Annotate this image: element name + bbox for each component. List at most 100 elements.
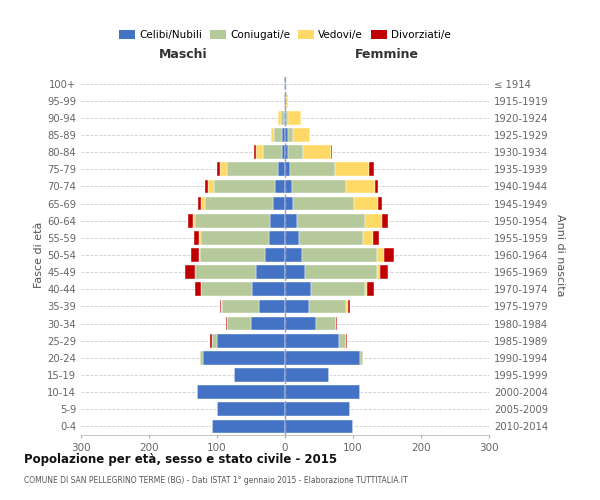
Bar [367, 282, 374, 296]
Bar [285, 231, 299, 244]
Bar [316, 316, 336, 330]
Bar [202, 196, 205, 210]
Bar [194, 282, 202, 296]
Bar [185, 266, 194, 279]
Bar [365, 282, 367, 296]
Bar [285, 146, 289, 159]
Bar [217, 334, 285, 347]
Bar [377, 266, 380, 279]
Bar [346, 180, 375, 194]
Bar [285, 334, 340, 347]
Bar [284, 111, 285, 124]
Bar [365, 214, 382, 228]
Bar [285, 180, 292, 194]
Bar [285, 316, 316, 330]
Bar [256, 146, 263, 159]
Bar [285, 162, 290, 176]
Bar [251, 316, 285, 330]
Legend: Celibi/Nubili, Coniugati/e, Vedovi/e, Divorziati/e: Celibi/Nubili, Coniugati/e, Vedovi/e, Di… [115, 26, 455, 44]
Bar [282, 128, 285, 142]
Bar [191, 248, 199, 262]
Bar [275, 180, 285, 194]
Bar [254, 146, 256, 159]
Bar [195, 266, 256, 279]
Bar [285, 386, 360, 399]
Bar [292, 180, 346, 194]
Bar [265, 248, 285, 262]
Bar [194, 231, 199, 244]
Bar [293, 128, 310, 142]
Bar [269, 231, 285, 244]
Bar [263, 146, 281, 159]
Bar [271, 128, 274, 142]
Y-axis label: Fasce di età: Fasce di età [34, 222, 44, 288]
Bar [212, 420, 285, 434]
Bar [289, 146, 304, 159]
Bar [293, 196, 355, 210]
Bar [305, 266, 377, 279]
Bar [285, 368, 329, 382]
Bar [285, 266, 305, 279]
Bar [234, 368, 285, 382]
Bar [197, 386, 285, 399]
Bar [285, 402, 350, 416]
Bar [290, 162, 335, 176]
Bar [285, 94, 286, 108]
Bar [217, 162, 220, 176]
Bar [281, 111, 284, 124]
Bar [209, 334, 212, 347]
Text: Maschi: Maschi [158, 48, 208, 62]
Bar [205, 180, 208, 194]
Bar [199, 248, 200, 262]
Bar [285, 214, 297, 228]
Bar [284, 94, 285, 108]
Bar [311, 282, 365, 296]
Bar [285, 248, 302, 262]
Bar [285, 128, 288, 142]
Bar [259, 300, 285, 314]
Bar [195, 214, 270, 228]
Bar [340, 334, 346, 347]
Bar [194, 266, 195, 279]
Bar [278, 111, 281, 124]
Bar [377, 248, 383, 262]
Bar [299, 231, 363, 244]
Bar [285, 76, 286, 90]
Bar [373, 231, 379, 244]
Bar [368, 162, 374, 176]
Bar [285, 196, 293, 210]
Bar [335, 162, 368, 176]
Bar [221, 300, 222, 314]
Bar [227, 162, 278, 176]
Bar [297, 214, 365, 228]
Text: Femmine: Femmine [355, 48, 419, 62]
Bar [285, 351, 360, 364]
Bar [288, 128, 293, 142]
Bar [208, 180, 214, 194]
Bar [382, 214, 388, 228]
Bar [205, 196, 273, 210]
Bar [253, 282, 285, 296]
Bar [286, 111, 288, 124]
Bar [288, 111, 301, 124]
Bar [200, 351, 203, 364]
Bar [227, 316, 251, 330]
Text: COMUNE DI SAN PELLEGRINO TERME (BG) - Dati ISTAT 1° gennaio 2015 - Elaborazione : COMUNE DI SAN PELLEGRINO TERME (BG) - Da… [24, 476, 407, 485]
Bar [193, 214, 195, 228]
Bar [309, 300, 346, 314]
Text: Popolazione per età, sesso e stato civile - 2015: Popolazione per età, sesso e stato civil… [24, 452, 337, 466]
Bar [285, 420, 353, 434]
Bar [285, 300, 309, 314]
Bar [199, 231, 200, 244]
Bar [203, 351, 285, 364]
Bar [217, 402, 285, 416]
Bar [378, 196, 382, 210]
Bar [220, 300, 221, 314]
Bar [347, 300, 350, 314]
Bar [380, 266, 388, 279]
Bar [302, 248, 377, 262]
Bar [286, 94, 288, 108]
Bar [331, 146, 332, 159]
Bar [226, 316, 227, 330]
Bar [284, 76, 285, 90]
